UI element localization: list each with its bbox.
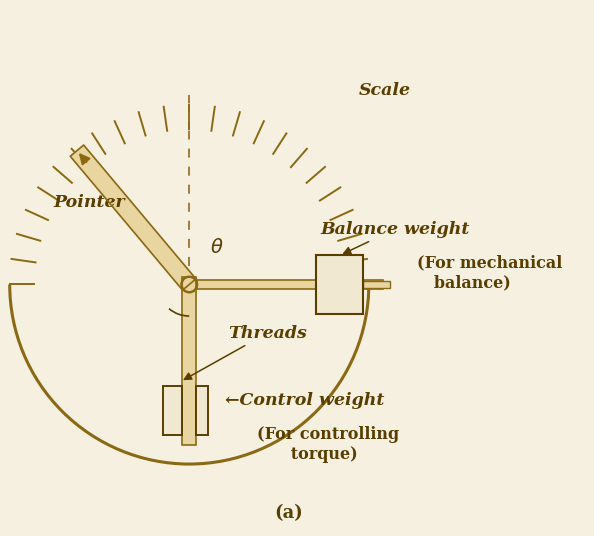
Bar [363, 281, 390, 288]
Text: (a): (a) [274, 504, 302, 522]
Bar [182, 277, 196, 445]
Text: ←Control weight: ←Control weight [225, 392, 384, 410]
Text: Balance weight: Balance weight [320, 221, 470, 254]
Text: (For mechanical
   balance): (For mechanical balance) [418, 255, 563, 291]
Text: $\theta$: $\theta$ [210, 238, 223, 257]
Text: Scale: Scale [359, 82, 411, 99]
Text: Threads: Threads [185, 324, 307, 379]
Bar [317, 255, 363, 314]
Bar [196, 386, 208, 435]
Bar [163, 386, 182, 435]
Bar [197, 280, 383, 289]
Polygon shape [70, 145, 196, 290]
Text: Pointer: Pointer [53, 193, 125, 211]
Text: (For controlling
      torque): (For controlling torque) [257, 426, 399, 463]
